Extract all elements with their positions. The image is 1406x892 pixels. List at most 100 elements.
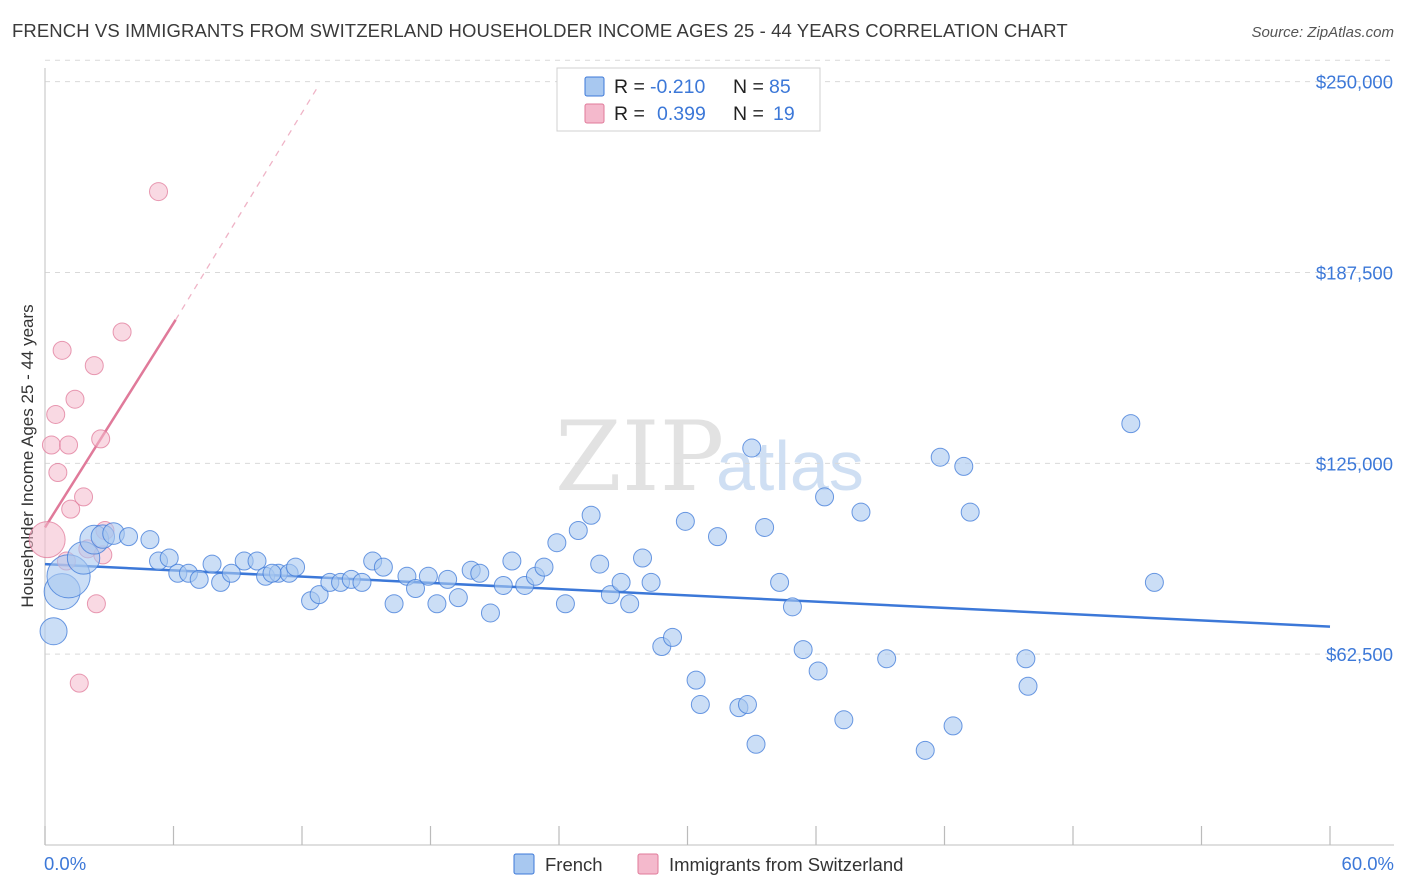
y-tick-label: $250,000 [1316, 72, 1393, 93]
data-point-french [686, 670, 706, 690]
data-point-french [954, 456, 974, 476]
data-point-french [960, 502, 980, 522]
data-point-french [384, 594, 404, 614]
data-point-french [427, 594, 447, 614]
data-point-french [470, 563, 490, 583]
chart-source: Source: ZipAtlas.com [1251, 24, 1394, 41]
data-point-french [140, 530, 160, 550]
data-point-french [547, 533, 567, 553]
legend-french-r-label: R = [614, 76, 645, 98]
data-point-immigrants [74, 487, 94, 507]
data-point-french [877, 649, 897, 669]
data-point-french [611, 572, 631, 592]
data-point-french [502, 551, 522, 571]
data-point-french [1016, 649, 1036, 669]
data-point-french [808, 661, 828, 681]
data-point-french [690, 695, 710, 715]
data-point-french [418, 566, 438, 586]
data-point-immigrants [86, 594, 106, 614]
legend-french-n-value: 85 [769, 76, 791, 98]
legend-immigrants-n-value: 19 [773, 103, 795, 125]
data-point-french [633, 548, 653, 568]
legend-immigrants-r-label: R = [614, 103, 645, 125]
data-point-french [286, 557, 306, 577]
data-point-french [202, 554, 222, 574]
data-point-immigrants [91, 429, 111, 449]
data-point-immigrants [112, 322, 132, 342]
data-point-french [373, 557, 393, 577]
data-point-french [159, 548, 179, 568]
data-point-french [352, 572, 372, 592]
data-point-french [493, 575, 513, 595]
data-point-french [675, 511, 695, 531]
data-point-french [406, 579, 426, 599]
data-point-french [189, 569, 209, 589]
y-tick-label: $62,500 [1326, 644, 1393, 665]
bottom-legend-french-swatch [513, 853, 535, 875]
trend-lines [43, 84, 1331, 628]
data-point-french [663, 627, 683, 647]
data-point-immigrants [61, 499, 81, 519]
data-point-french [247, 551, 267, 571]
data-point-french [309, 585, 329, 605]
data-point-french [915, 740, 935, 760]
data-point-french [1144, 572, 1164, 592]
trend-line-immigrants-extension [175, 84, 320, 321]
x-ticks [44, 826, 1331, 845]
data-point-french [448, 588, 468, 608]
data-point-french [555, 594, 575, 614]
data-point-immigrants [41, 435, 61, 455]
data-point-french [1018, 676, 1038, 696]
data-point-french [438, 569, 458, 589]
x-tick-label-min: 0.0% [44, 853, 86, 874]
series-immigrants-points [28, 182, 169, 693]
data-point-french [590, 554, 610, 574]
data-point-french [620, 594, 640, 614]
y-tick-labels: $62,500 $125,000 $187,500 $250,000 [1316, 72, 1393, 666]
x-tick-label-max: 60.0% [1342, 853, 1394, 874]
data-point-french [793, 640, 813, 660]
legend-immigrants-n-label: N = [733, 103, 764, 125]
data-point-immigrants [69, 673, 89, 693]
chart-title: FRENCH VS IMMIGRANTS FROM SWITZERLAND HO… [12, 20, 1068, 41]
data-point-french [39, 617, 68, 646]
axes [44, 68, 1394, 846]
bottom-legend-french-label: French [545, 854, 603, 875]
trend-line-immigrants [43, 319, 177, 529]
watermark: ZIP atlas [555, 401, 864, 513]
legend: R = -0.210 N = 85 R = 0.399 N = 19 [556, 67, 821, 132]
data-point-french [770, 572, 790, 592]
data-point-french [568, 520, 588, 540]
data-point-french [742, 438, 762, 458]
data-point-french [930, 447, 950, 467]
data-point-french [1121, 414, 1141, 434]
data-point-french [707, 527, 727, 547]
data-point-immigrants [84, 356, 104, 376]
data-point-immigrants [149, 182, 169, 202]
y-tick-label: $187,500 [1316, 262, 1393, 283]
data-point-french [815, 487, 835, 507]
data-point-immigrants [52, 340, 72, 360]
bottom-legend-immigrants-label: Immigrants from Switzerland [669, 854, 903, 875]
data-point-french [782, 597, 802, 617]
bottom-legend: French Immigrants from Switzerland [513, 853, 903, 875]
data-point-french [534, 557, 554, 577]
data-point-french [221, 563, 241, 583]
legend-immigrants-swatch [584, 103, 605, 124]
watermark-atlas: atlas [716, 427, 864, 505]
data-point-french [755, 517, 775, 537]
data-point-french [119, 527, 139, 547]
data-point-french [737, 695, 757, 715]
legend-french-r-value: -0.210 [650, 76, 705, 98]
data-point-french [746, 734, 766, 754]
data-point-immigrants [48, 462, 68, 482]
series-french-points [39, 414, 1164, 760]
data-point-immigrants [46, 404, 66, 424]
data-point-immigrants [59, 435, 79, 455]
legend-immigrants-r-value: 0.399 [657, 103, 706, 125]
legend-french-n-label: N = [733, 76, 764, 98]
data-point-french [581, 505, 601, 525]
data-point-french [641, 572, 661, 592]
y-axis-label: Householder Income Ages 25 - 44 years [18, 304, 37, 607]
